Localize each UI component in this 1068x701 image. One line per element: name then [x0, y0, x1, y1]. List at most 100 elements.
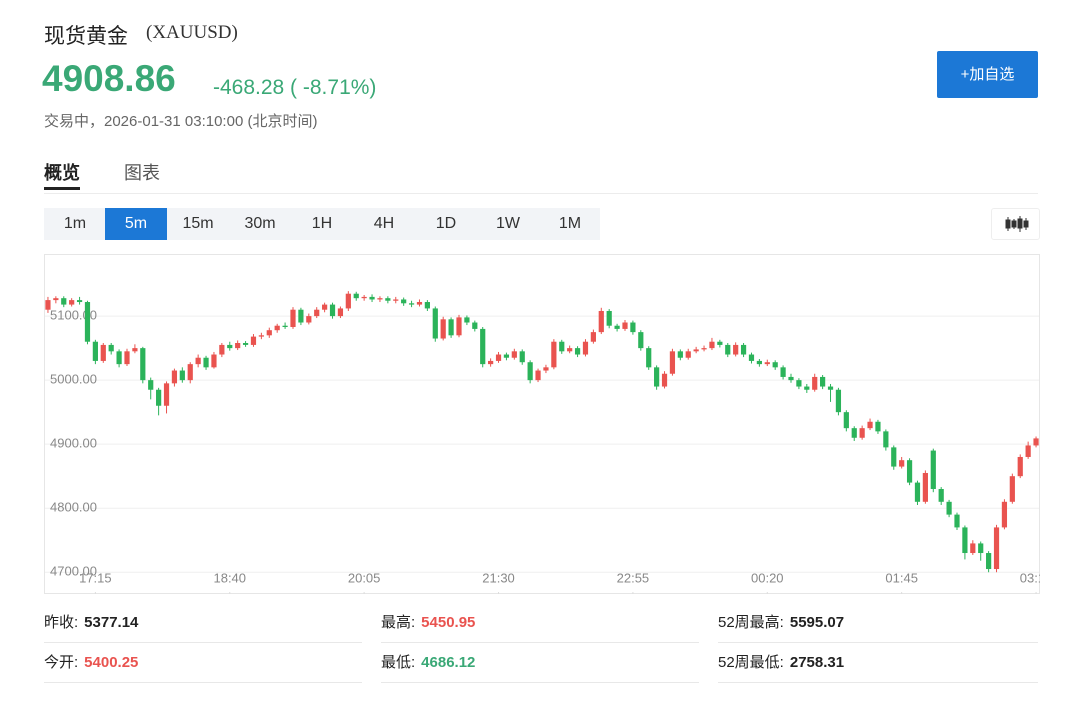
candle-body — [970, 543, 976, 554]
stat-label: 52周最高: — [718, 614, 784, 631]
candle-body — [788, 376, 794, 381]
candle-body — [835, 389, 842, 413]
candle-body — [748, 354, 755, 361]
title: 现货黄金 — [44, 25, 128, 48]
interval-button[interactable]: 1W — [496, 215, 520, 232]
candle-body — [859, 428, 865, 438]
candle-body — [606, 310, 612, 326]
candle-body — [764, 362, 770, 365]
candle-body — [701, 348, 707, 350]
candle-body — [551, 341, 557, 368]
candle-body — [780, 367, 786, 377]
candle-body — [646, 348, 652, 368]
candlestick-chart: 4700.004800.004900.005000.005100.0017:15… — [44, 254, 1040, 594]
candle-body — [456, 317, 462, 336]
candle-body — [1017, 456, 1023, 477]
interval-button[interactable]: 1D — [435, 215, 457, 232]
candle-body — [179, 370, 185, 381]
stat-value: 2758.31 — [789, 654, 845, 671]
candle-body — [235, 343, 241, 349]
candle-body — [930, 450, 936, 489]
candle-body — [76, 300, 83, 303]
candle-body — [472, 322, 478, 329]
status: 交易中，2026-01-31 03:10:00 (北京时间) — [44, 113, 318, 130]
candle-body — [1033, 438, 1039, 446]
candle-body — [432, 308, 438, 339]
candle-body — [938, 488, 944, 502]
candle-body — [464, 317, 470, 323]
candle-body — [329, 304, 336, 317]
chart-type-button[interactable] — [991, 208, 1040, 240]
interval-button[interactable]: 1M — [558, 215, 582, 232]
candle-body — [361, 296, 367, 299]
candle-body — [100, 344, 106, 361]
candle-body — [669, 351, 676, 374]
candle-body — [314, 309, 320, 317]
candle-body — [227, 344, 233, 349]
interval-button[interactable]: 15m — [182, 215, 214, 232]
candle-body — [416, 302, 423, 305]
price-change: -468.28 ( -8.71%) — [213, 76, 377, 99]
interval-button[interactable]: 4H — [373, 215, 395, 232]
candle-body — [812, 376, 818, 390]
candle-body — [638, 332, 644, 349]
candle-body — [266, 330, 272, 336]
tab[interactable]: 概览 — [44, 159, 80, 190]
candle-body — [440, 319, 446, 339]
row-divider — [381, 682, 699, 683]
candle-body — [978, 543, 984, 554]
interval-button[interactable]: 1m — [63, 215, 87, 232]
candle-body — [242, 343, 249, 345]
candle-body — [132, 348, 138, 352]
candle-body — [124, 351, 130, 365]
candle-body — [709, 341, 715, 349]
interval-button[interactable]: 1H — [311, 215, 333, 232]
x-tick-label: 03:10 — [1020, 570, 1040, 585]
candle-body — [922, 472, 928, 502]
row-divider — [44, 682, 362, 683]
candle-body — [590, 332, 596, 342]
stat-label: 昨收: — [44, 614, 79, 631]
x-tick-label: 01:45 — [885, 570, 918, 585]
interval-button[interactable]: 5m — [105, 208, 167, 240]
candle-body — [677, 351, 683, 358]
candle-body — [1025, 445, 1031, 457]
candle-body — [53, 298, 59, 301]
stat-label: 今开: — [44, 654, 79, 671]
candle-body — [543, 367, 549, 371]
stat-value: 5595.07 — [789, 614, 845, 631]
candle-body — [401, 299, 407, 304]
candle-body — [290, 309, 296, 327]
candle-body — [148, 380, 154, 390]
candle-body — [535, 370, 541, 381]
candle-body — [693, 349, 699, 352]
add-watchlist-button[interactable]: +加自选 — [937, 51, 1038, 98]
candle-body — [519, 351, 525, 363]
interval-button[interactable]: 30m — [244, 215, 276, 232]
symbol: (XAUUSD) — [146, 22, 238, 43]
candle-body — [393, 299, 399, 301]
candle-body — [408, 303, 415, 305]
candle-body — [820, 376, 826, 387]
candle-body — [369, 296, 375, 300]
y-tick-label: 4800.00 — [50, 500, 97, 515]
candle-body — [448, 319, 454, 336]
row-divider — [718, 642, 1038, 643]
candle-body — [725, 344, 731, 355]
x-tick-label: 18:40 — [213, 570, 246, 585]
candle-body — [772, 362, 778, 368]
stat-item: 昨收: 5377.14 — [44, 611, 138, 632]
candle-body — [353, 293, 359, 299]
candle-body — [163, 383, 170, 406]
candle-body — [211, 354, 217, 368]
tab[interactable]: 图表 — [124, 163, 160, 183]
x-tick-label: 22:55 — [617, 570, 650, 585]
stat-value: 4686.12 — [421, 654, 476, 671]
candle-body — [306, 316, 312, 323]
candle-body — [258, 335, 264, 337]
y-tick-label: 4900.00 — [50, 436, 97, 451]
stat-label: 最高: — [381, 614, 416, 631]
y-tick-label: 4700.00 — [50, 564, 97, 579]
candle-body — [574, 348, 581, 355]
candle-body — [582, 341, 589, 355]
